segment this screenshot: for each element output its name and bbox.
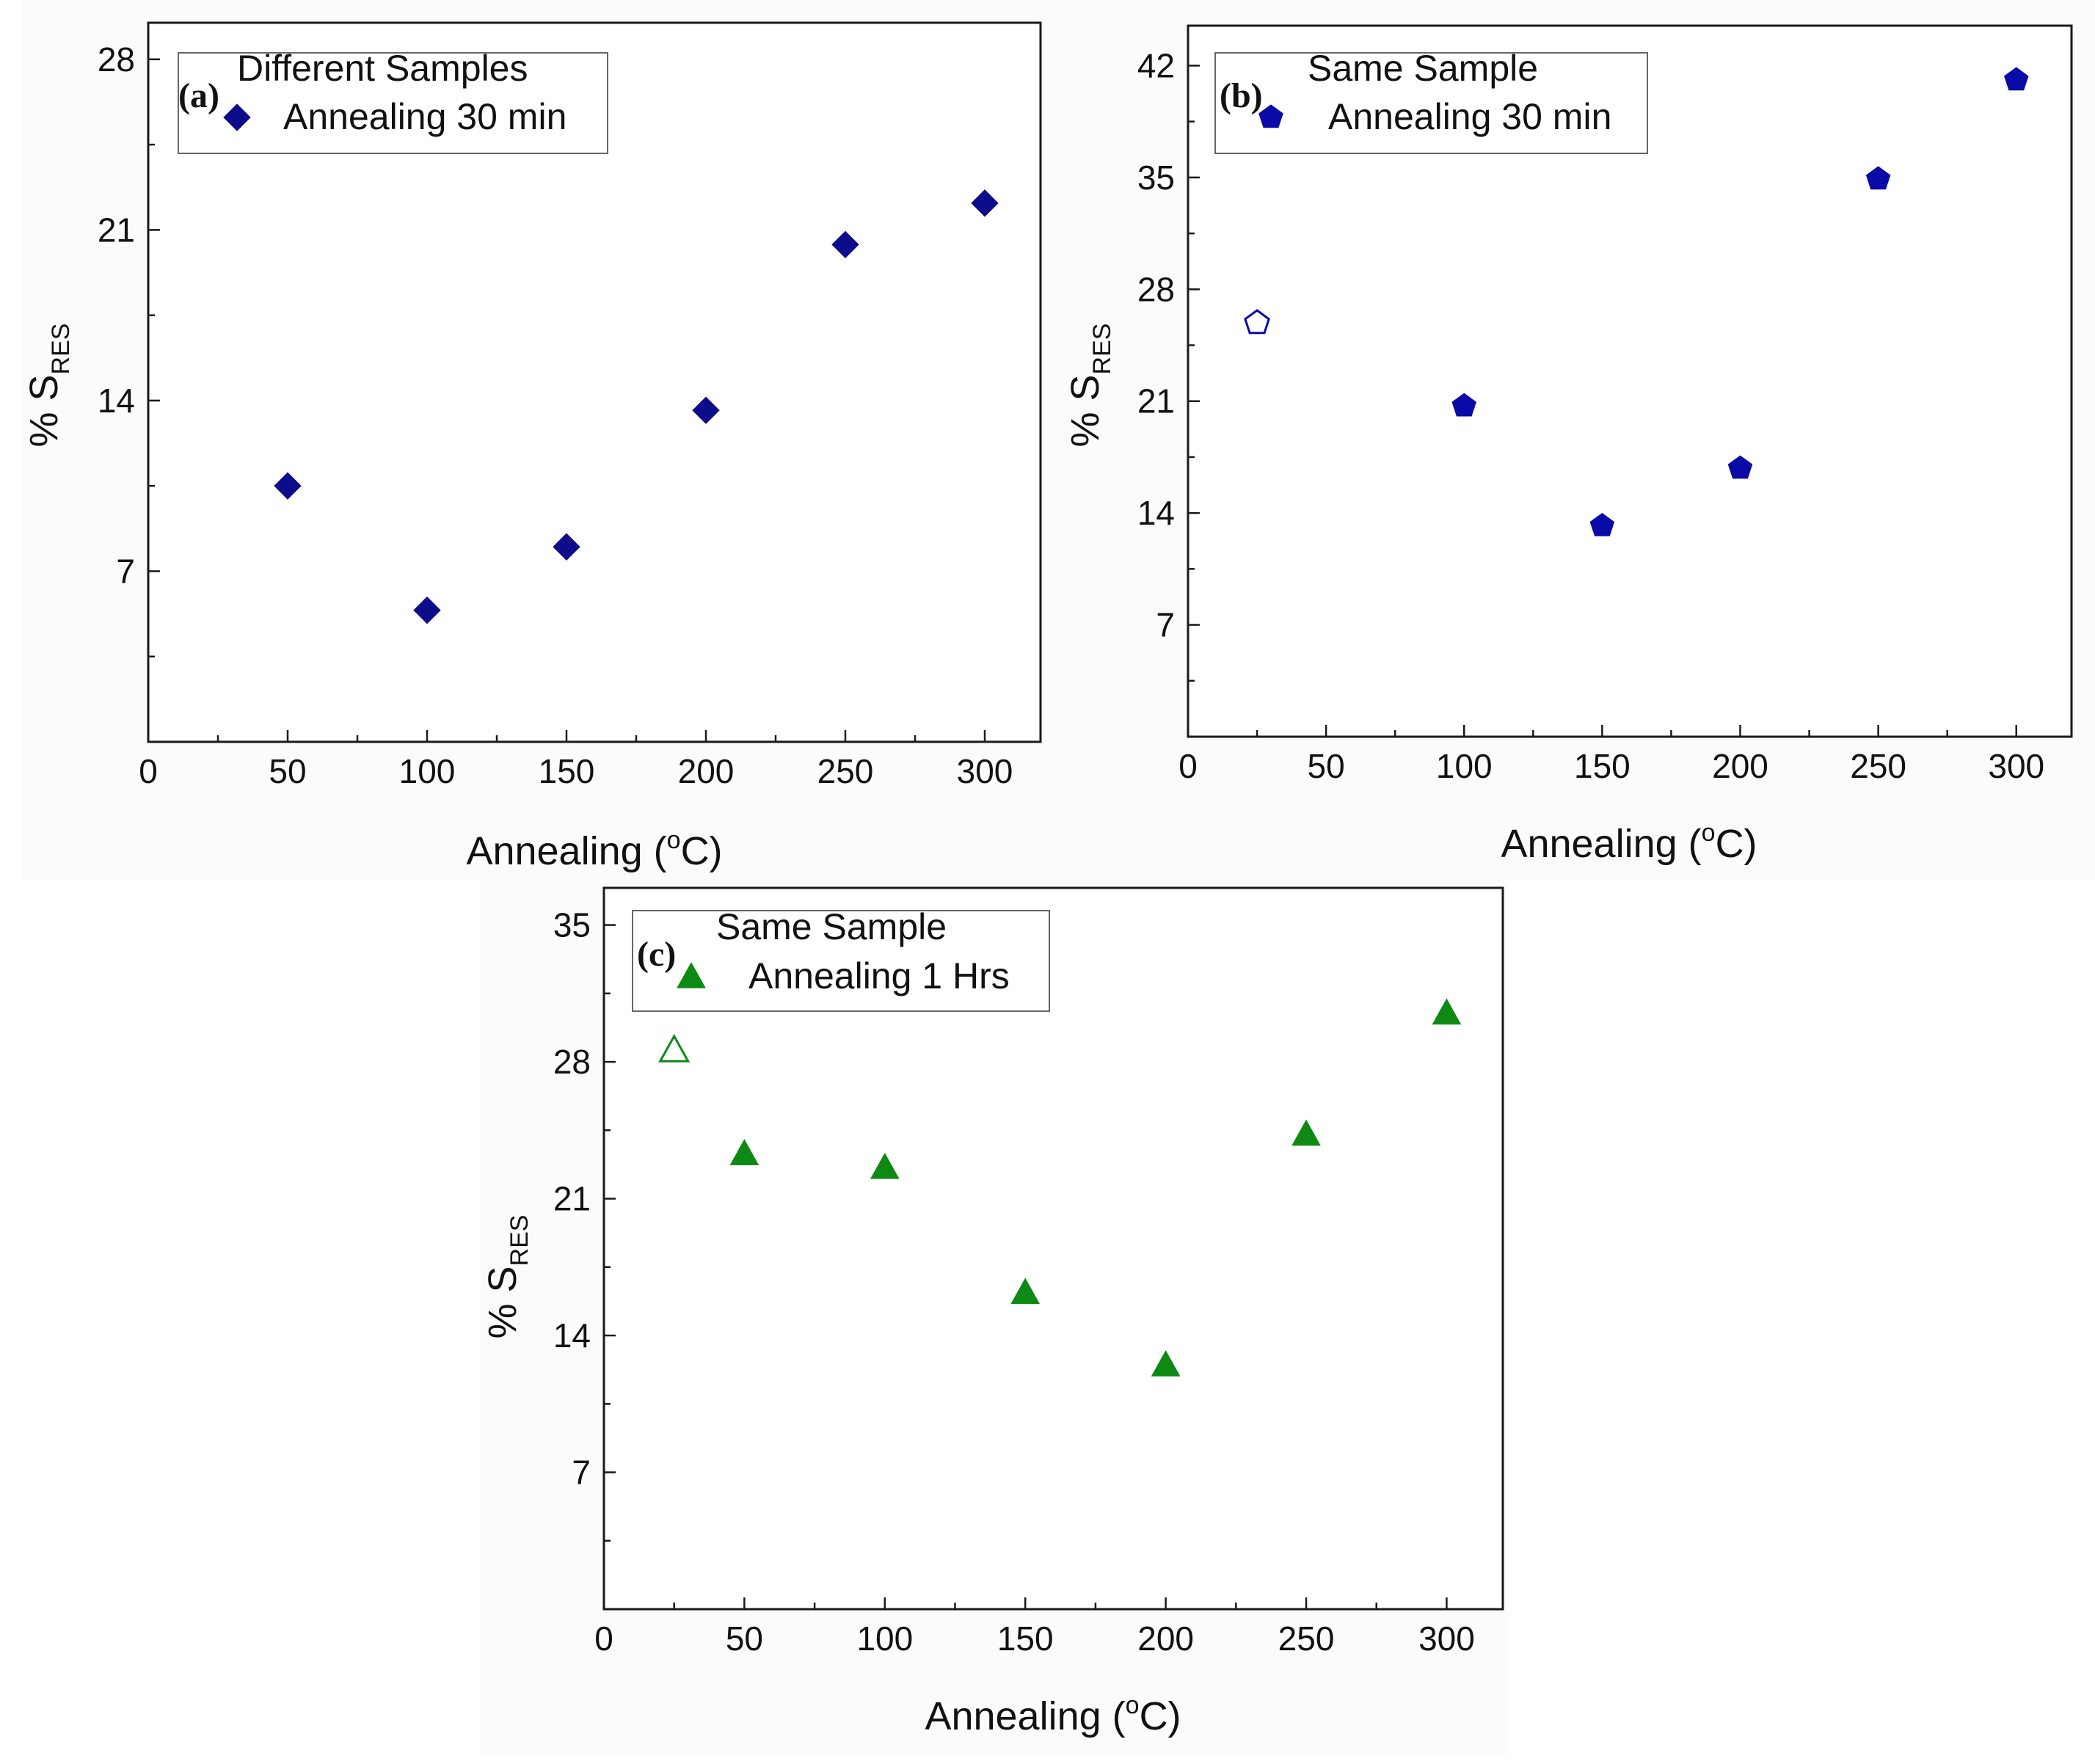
legend-marker	[677, 961, 706, 988]
data-point	[692, 396, 720, 424]
x-tick-label: 250	[817, 752, 874, 790]
data-point-hollow	[1244, 309, 1270, 335]
data-point	[831, 230, 859, 259]
panel-b: 0 50 100 150 200 250 300 7 14 21 28 35 42 Annealing (…	[1053, 0, 2095, 881]
data-point	[870, 1152, 900, 1179]
y-tick-label: 7	[572, 1454, 591, 1492]
y-axis-label: % SRES	[481, 1215, 533, 1339]
y-tick-label: 28	[553, 1043, 591, 1081]
data-point	[1589, 512, 1615, 536]
x-tick-label: 250	[1850, 747, 1906, 785]
panel-label: (b)	[1220, 76, 1263, 115]
x-tick-label: 150	[539, 752, 595, 790]
x-axis-label-end: C)	[681, 829, 723, 873]
data-point	[1010, 1278, 1041, 1305]
y-tick-label: 35	[553, 906, 591, 944]
x-axis-label-superscript: o	[667, 826, 681, 854]
x-tick-label: 50	[726, 1619, 763, 1658]
y-tick-label: 7	[1156, 606, 1175, 644]
legend-box	[178, 52, 608, 154]
x-tick-label: 50	[269, 752, 306, 790]
x-tick-label: 50	[1308, 747, 1345, 785]
legend-title: Same Sample	[716, 906, 947, 947]
y-tick-label: 7	[116, 552, 135, 590]
y-tick-label: 28	[98, 40, 135, 79]
data-point	[971, 189, 999, 217]
x-axis-label-end: C)	[1716, 822, 1757, 866]
x-tick-label: 150	[1574, 747, 1631, 785]
y-axis-label-main: % S	[481, 1266, 525, 1338]
panel-label: (c)	[637, 935, 676, 974]
data-point	[413, 596, 441, 624]
data-point	[274, 472, 302, 500]
data-point	[1432, 998, 1462, 1025]
legend-box	[1214, 52, 1648, 154]
data-point	[2004, 67, 2029, 91]
y-axis-label: % SRES	[22, 324, 75, 448]
legend-marker	[223, 103, 251, 131]
x-tick-label: 200	[1137, 1619, 1194, 1658]
x-tick-label: 200	[678, 752, 735, 790]
x-axis-label-superscript: o	[1702, 819, 1716, 847]
y-axis-label: % SRES	[1063, 324, 1116, 448]
x-axis-label: Annealing (oC)	[925, 1691, 1181, 1738]
x-axis-label-end: C)	[1140, 1694, 1181, 1738]
x-axis-label-superscript: o	[1126, 1691, 1140, 1719]
y-tick-label: 35	[1137, 158, 1175, 197]
y-axis-label-subscript: RES	[506, 1215, 533, 1266]
y-tick-label: 14	[98, 382, 135, 420]
y-tick-label: 14	[553, 1316, 591, 1355]
x-axis-label-main: Annealing (	[466, 829, 666, 873]
panel-label: (a)	[178, 76, 219, 115]
data-point	[1727, 455, 1753, 479]
x-tick-label: 150	[997, 1619, 1054, 1658]
panel-a: 0 50 100 150 200 250 300 7 14 21 28 Annealing (oC)%…	[22, 0, 1053, 881]
data-point-hollow	[658, 1034, 691, 1063]
y-tick-label: 21	[1137, 382, 1175, 420]
y-tick-label: 21	[98, 211, 135, 249]
data-point	[1865, 166, 1891, 190]
data-point	[1451, 393, 1476, 417]
x-axis-label: Annealing (oC)	[1501, 819, 1757, 866]
legend-title: Different Samples	[237, 48, 528, 89]
y-tick-label: 28	[1137, 270, 1175, 308]
x-tick-label: 0	[139, 752, 158, 790]
data-point	[729, 1139, 759, 1165]
y-axis-label-main: % S	[22, 374, 66, 447]
x-tick-label: 200	[1712, 747, 1768, 785]
x-tick-label: 0	[1178, 747, 1198, 785]
data-point	[1291, 1119, 1321, 1146]
x-axis-label: Annealing (oC)	[466, 826, 722, 873]
panel-c: 0 50 100 150 200 250 300 7 14 21 28 35 Annealing (oC…	[481, 881, 1508, 1754]
x-axis-label-main: Annealing (	[1501, 822, 1701, 866]
x-axis-label-main: Annealing (	[925, 1694, 1125, 1738]
x-tick-label: 250	[1278, 1619, 1335, 1658]
x-tick-label: 300	[957, 752, 1013, 790]
y-tick-label: 14	[1137, 494, 1175, 532]
x-tick-label: 100	[1436, 747, 1493, 785]
legend-series-label: Annealing 30 min	[1328, 96, 1611, 137]
y-tick-label: 21	[553, 1180, 591, 1218]
legend-series-label: Annealing 30 min	[283, 96, 566, 137]
x-tick-label: 300	[1418, 1619, 1475, 1658]
y-axis-label-subscript: RES	[1088, 324, 1116, 375]
x-tick-label: 0	[594, 1619, 613, 1658]
data-point	[553, 533, 580, 561]
legend-box	[632, 910, 1050, 1012]
x-tick-label: 300	[1988, 747, 2044, 785]
y-tick-label: 42	[1137, 46, 1175, 84]
legend-title: Same Sample	[1308, 48, 1538, 89]
x-tick-label: 100	[399, 752, 456, 790]
y-axis-label-subscript: RES	[47, 324, 75, 375]
x-tick-label: 100	[856, 1619, 913, 1658]
legend-series-label: Annealing 1 Hrs	[748, 955, 1010, 996]
data-point	[1151, 1349, 1181, 1377]
legend-marker	[1258, 104, 1283, 128]
y-axis-label-main: % S	[1063, 374, 1107, 447]
